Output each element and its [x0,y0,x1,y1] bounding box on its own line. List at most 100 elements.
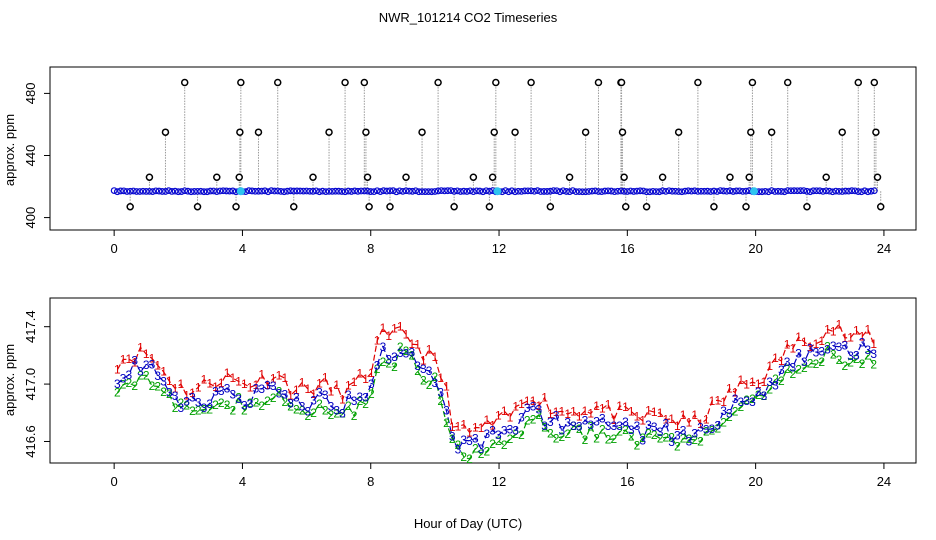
series-marker-2: 2 [403,344,410,358]
baseline-point [816,187,824,195]
series-marker-3: 3 [755,385,762,399]
baseline-point [450,187,458,195]
baseline-point [601,187,609,195]
series-marker-1: 1 [437,371,444,385]
x-axis-label: Hour of Day (UTC) [414,516,522,531]
transition-point [750,187,759,196]
series-marker-1: 1 [824,322,831,336]
series-marker-1: 1 [686,416,693,430]
series-marker-2: 2 [570,419,577,433]
baseline-point [598,188,606,196]
series-marker-1: 1 [807,340,814,354]
series-marker-3: 3 [426,364,433,378]
baseline-point [726,187,734,195]
baseline-point [306,187,314,195]
baseline-point [617,187,625,195]
series-marker-2: 2 [345,399,352,413]
series-marker-1: 1 [368,366,375,380]
baseline-point [739,187,747,195]
baseline-point [819,188,827,195]
spike-point [254,128,263,136]
baseline-point [380,187,387,195]
series-marker-3: 3 [310,393,317,407]
baseline-point [165,187,173,195]
baseline-point [553,187,561,195]
baseline-point [864,188,872,196]
series-marker-2: 2 [368,387,375,401]
baseline-point [710,187,718,195]
baseline-point [261,187,269,195]
series-marker-3: 3 [859,335,866,349]
series-marker-3: 3 [403,347,410,361]
series-marker-3: 3 [801,355,808,369]
series-marker-1: 1 [853,324,860,338]
series-marker-1: 1 [801,335,808,349]
spike-point [745,173,753,181]
baseline-point [200,188,208,196]
series-marker-1: 1 [865,322,872,336]
series-marker-3: 3 [726,407,733,421]
top-panel: 0 4 8 12 16 20 24 400 440 480 approx. ppm [2,66,917,256]
top-y-tick-label: 400 [23,207,38,229]
baseline-point [809,187,817,195]
series-marker-3: 3 [691,426,698,440]
series-marker-3: 3 [305,405,312,419]
series-marker-2: 2 [651,428,658,442]
baseline-point [826,187,833,195]
spike-point [213,173,221,181]
series-marker-2: 2 [420,373,427,387]
series-marker-2: 2 [622,423,629,437]
bottom-x-tick-label: 24 [877,474,891,489]
series-marker-2: 2 [784,362,791,376]
baseline-point [364,187,371,195]
baseline-point [633,187,641,195]
series-marker-1: 1 [778,354,785,368]
spike-point [783,78,792,87]
series-marker-2: 2 [593,431,600,445]
series-marker-2: 2 [559,430,566,444]
bottom-y-tick-label: 417.4 [23,310,38,343]
series-marker-1: 1 [553,405,560,419]
series-marker-1: 1 [703,413,710,427]
spike-point [594,78,603,87]
baseline-point [123,188,131,195]
series-marker-1: 1 [789,342,796,356]
baseline-point [412,187,420,195]
series-marker-1: 1 [605,397,612,411]
baseline-point [142,188,150,195]
baseline-point [267,187,275,195]
series-marker-3: 3 [662,417,669,431]
baseline-point [611,188,618,196]
series-marker-2: 2 [206,402,213,416]
series-marker-1: 1 [189,386,196,400]
baseline-point [720,187,727,195]
series-marker-1: 1 [247,380,254,394]
series-marker-2: 2 [264,394,271,408]
baseline-point [732,187,740,195]
spike-point [803,202,811,211]
baseline-point [774,187,782,195]
series-marker-1: 1 [639,414,646,428]
series-marker-2: 2 [714,422,721,436]
baseline-point [851,187,859,195]
series-marker-3: 3 [605,419,612,433]
series-marker-3: 3 [270,379,277,393]
series-marker-3: 3 [807,341,814,355]
series-marker-3: 3 [460,433,467,447]
top-x-tick-label: 8 [367,241,374,256]
series-marker-2: 2 [795,363,802,377]
baseline-point [322,188,330,196]
series-marker-2: 2 [720,415,727,429]
series-marker-1: 1 [281,371,288,385]
bottom-panel: 11 1 11 1 11 111 11 1 11 1 1 11 1 1 1 1 111 1 1 11 11 1 11 11 11… [2,297,917,489]
series-marker-1: 1 [761,375,768,389]
baseline-point [277,187,285,195]
baseline-point [803,187,811,195]
baseline-point [793,187,801,195]
series-marker-3: 3 [385,353,392,367]
series-marker-3: 3 [374,359,381,373]
series-marker-1: 1 [241,377,248,391]
series-marker-2: 2 [391,360,398,374]
baseline-point [502,187,509,195]
series-marker-2: 2 [131,379,138,393]
